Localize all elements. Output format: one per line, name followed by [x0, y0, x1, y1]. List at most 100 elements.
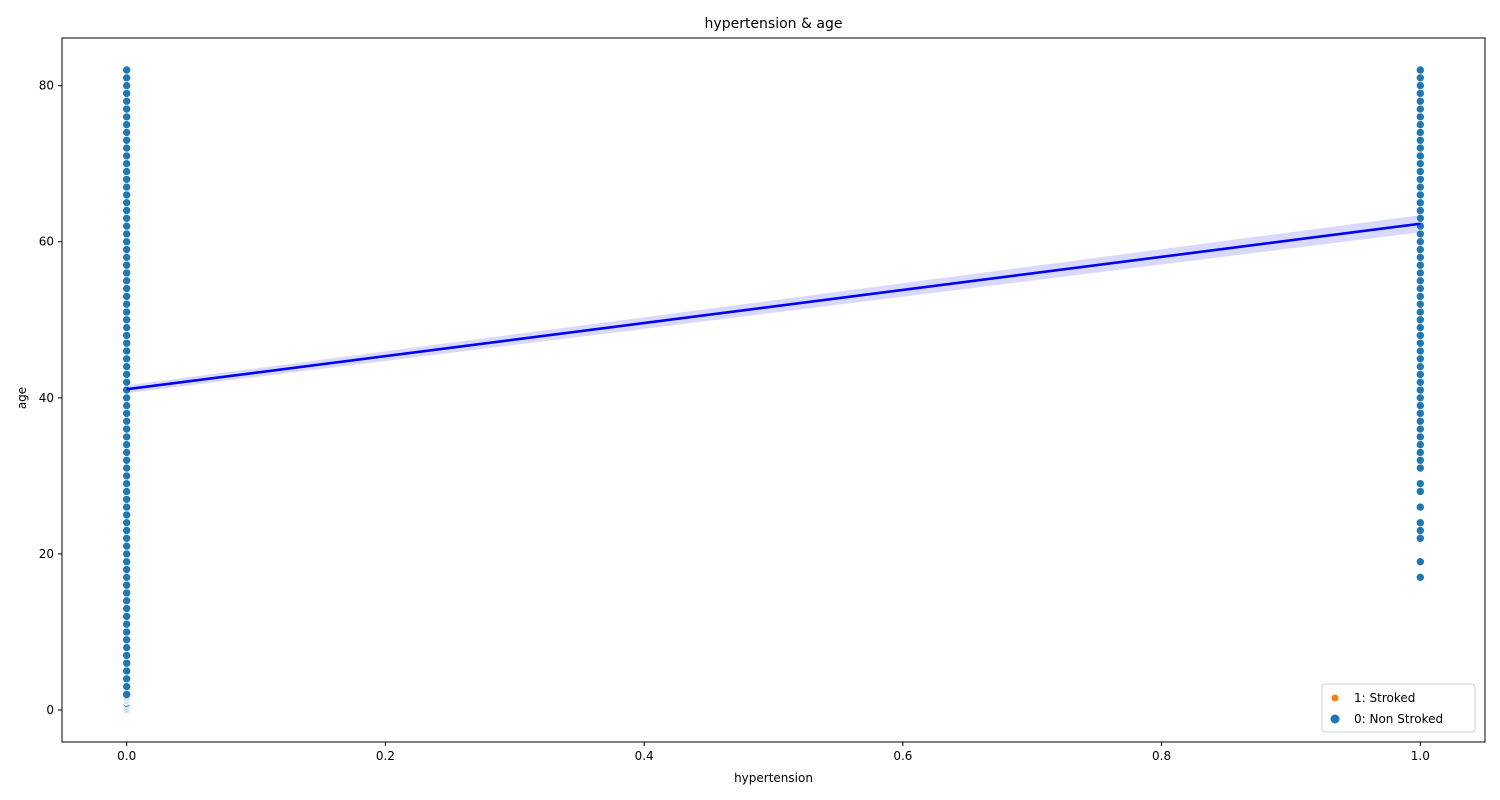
- scatter-point: [1416, 206, 1425, 215]
- scatter-point: [122, 292, 131, 301]
- scatter-point: [1416, 65, 1425, 75]
- y-axis-label: age: [15, 387, 29, 409]
- scatter-point: [1416, 284, 1425, 293]
- scatter-point: [122, 299, 131, 309]
- scatter-point: [122, 362, 131, 371]
- scatter-point: [1416, 432, 1425, 442]
- x-tick-label: 0.4: [635, 749, 654, 763]
- scatter-point: [122, 143, 131, 153]
- scatter-point: [1416, 128, 1425, 137]
- scatter-point: [122, 651, 131, 660]
- scatter-point: [1416, 416, 1425, 426]
- scatter-point: [122, 580, 131, 590]
- scatter-point: [122, 448, 131, 457]
- scatter-point: [122, 479, 131, 488]
- scatter-point: [122, 73, 131, 83]
- scatter-point: [122, 424, 131, 434]
- scatter-point: [1416, 292, 1425, 301]
- scatter-point: [122, 643, 131, 652]
- scatter-point: [1416, 518, 1425, 527]
- scatter-point: [1416, 268, 1425, 278]
- scatter-point: [1416, 190, 1425, 200]
- scatter-point: [122, 510, 131, 520]
- scatter-point: [1416, 354, 1425, 364]
- plot-frame: [61, 37, 1486, 743]
- scatter-point: [122, 658, 131, 668]
- y-axis: 0 20 40 60 80: [39, 79, 62, 717]
- scatter-point: [122, 260, 131, 270]
- scatter-point: [1416, 533, 1425, 543]
- legend: 1: Stroked 0: Non Stroked: [1321, 683, 1476, 733]
- scatter-point: [1416, 253, 1425, 262]
- scatter-point: [1416, 96, 1425, 106]
- scatter-point: [122, 619, 131, 629]
- scatter-point: [1416, 151, 1425, 161]
- scatter-point: [1416, 213, 1425, 223]
- scatter-point: [122, 65, 131, 75]
- scatter-point: [1416, 331, 1425, 340]
- scatter-point: [1416, 229, 1425, 239]
- scatter-point: [122, 354, 131, 364]
- scatter-point: [122, 666, 131, 676]
- scatter-point: [1416, 159, 1425, 168]
- scatter-point: [122, 526, 131, 535]
- scatter-point: [1416, 448, 1425, 457]
- scatter-point: [122, 213, 131, 223]
- scatter-point: [122, 432, 131, 442]
- scatter-point: [1416, 455, 1425, 465]
- scatter-point: [122, 81, 131, 90]
- scatter-point: [122, 416, 131, 426]
- scatter-point: [122, 690, 131, 699]
- scatter-point: [1416, 89, 1425, 98]
- scatter-point: [122, 104, 131, 114]
- x-axis: 0.0 0.2 0.4 0.6 0.8 1.0: [117, 742, 1430, 763]
- scatter-point: [1416, 479, 1425, 488]
- scatter-point: [122, 151, 131, 161]
- scatter-point: [1416, 73, 1425, 83]
- scatter-point: [1416, 135, 1425, 145]
- scatter-point: [122, 190, 131, 200]
- scatter-point: [1416, 112, 1425, 122]
- scatter-point: [122, 627, 131, 637]
- scatter-point: [1416, 315, 1425, 325]
- scatter-point: [122, 604, 131, 613]
- scatter-point: [122, 502, 131, 512]
- legend-marker: [1330, 714, 1340, 724]
- scatter-point: [122, 338, 131, 348]
- scatter-point: [122, 518, 131, 527]
- y-tick-label: 20: [39, 547, 54, 561]
- scatter-point: [1416, 167, 1425, 176]
- scatter-point: [122, 159, 131, 168]
- y-tick-label: 60: [39, 235, 54, 249]
- scatter-point: [1416, 338, 1425, 348]
- scatter-point: [122, 120, 131, 129]
- scatter-point: [122, 588, 131, 598]
- y-tick-label: 40: [39, 391, 54, 405]
- scatter-point: [122, 135, 131, 145]
- plot-area: [61, 37, 1486, 743]
- scatter-point: [122, 612, 131, 621]
- scatter-point: [122, 221, 131, 231]
- scatter-point: [122, 463, 131, 473]
- scatter-point: [122, 557, 131, 567]
- scatter-point: [1416, 323, 1425, 332]
- scatter-point: [122, 198, 131, 207]
- scatter-point: [1416, 440, 1425, 449]
- scatter-point: [1416, 81, 1425, 90]
- legend-label: 1: Stroked: [1354, 691, 1415, 705]
- scatter-point: [122, 565, 131, 574]
- x-axis-label: hypertension: [734, 771, 813, 785]
- x-tick-label: 0.8: [1152, 749, 1171, 763]
- scatter-point: [122, 682, 131, 691]
- scatter-point: [122, 268, 131, 278]
- scatter-point: [1416, 573, 1425, 582]
- scatter-point: [122, 401, 131, 410]
- scatter-point: [1416, 276, 1425, 286]
- scatter-point: [122, 370, 131, 379]
- y-tick-label: 80: [39, 79, 54, 93]
- scatter-point: [1416, 198, 1425, 207]
- scatter-point: [1416, 346, 1425, 356]
- scatter-point: [122, 284, 131, 293]
- scatter-point: [122, 96, 131, 106]
- scatter-point: [122, 573, 131, 582]
